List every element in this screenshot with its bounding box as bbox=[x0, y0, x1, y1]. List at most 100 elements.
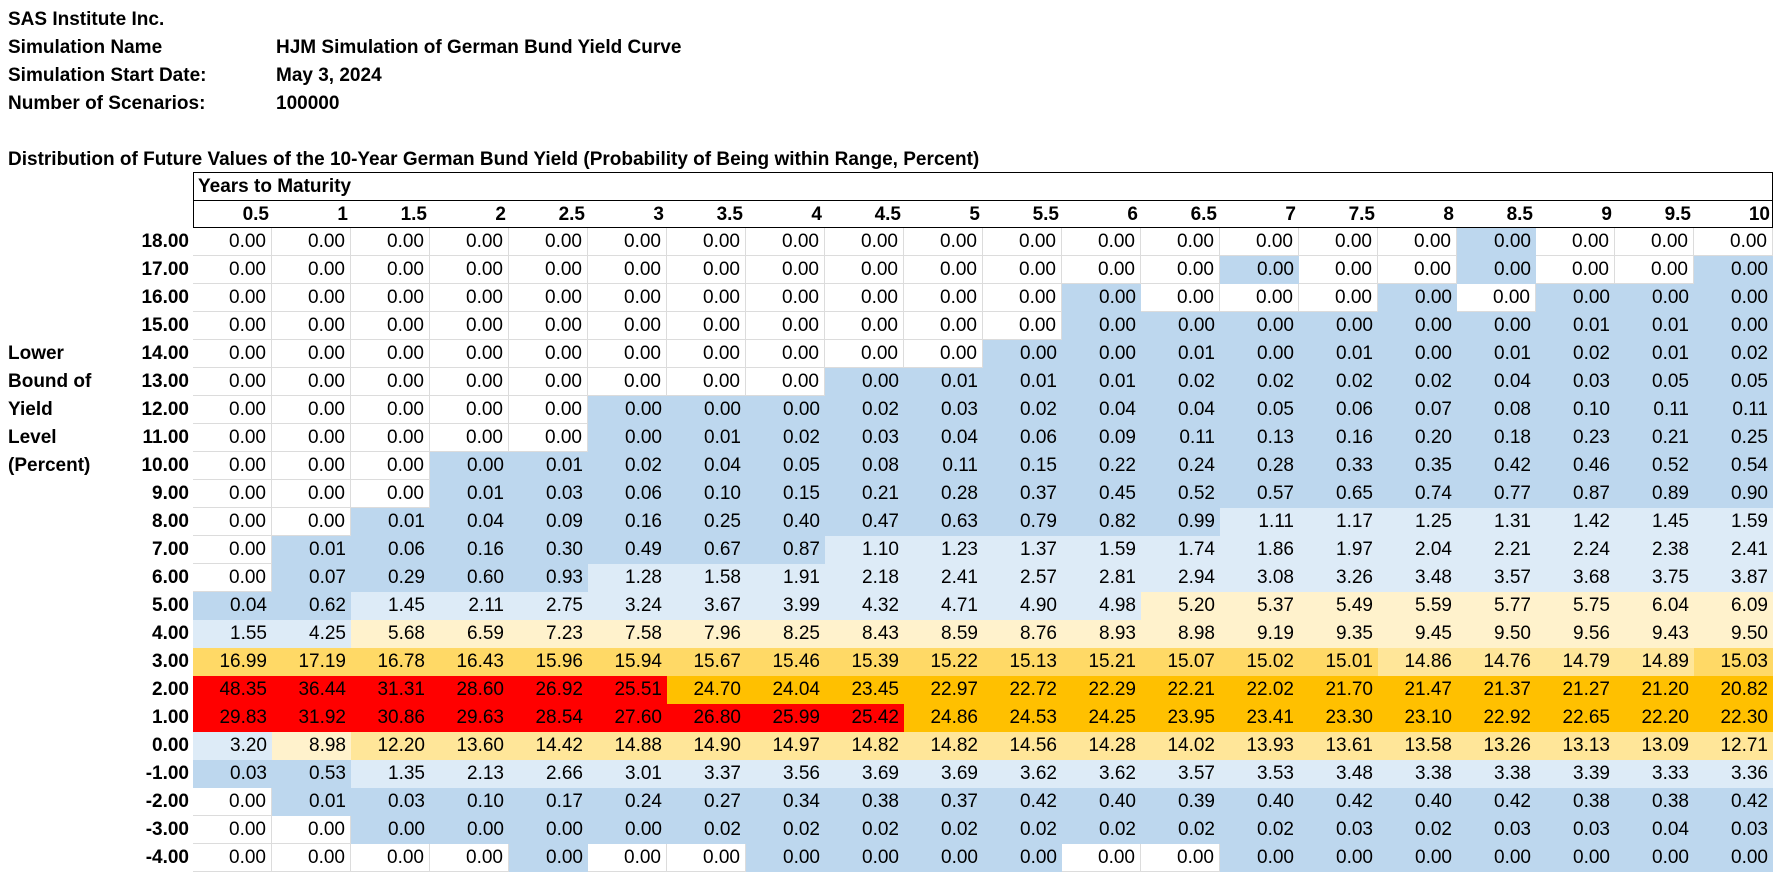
column-header: 4 bbox=[811, 204, 822, 225]
table-cell: 2.81 bbox=[1062, 564, 1141, 592]
row-label: -1.00 bbox=[145, 763, 189, 784]
table-cell: 0.16 bbox=[588, 508, 667, 536]
table-cell: 0.13 bbox=[1220, 424, 1299, 452]
table-cell: 0.00 bbox=[1615, 844, 1694, 872]
table-cell: 24.25 bbox=[1062, 704, 1141, 732]
table-cell: 0.00 bbox=[509, 340, 588, 368]
table-cell: 0.52 bbox=[1615, 452, 1694, 480]
table-cell: 0.04 bbox=[193, 592, 272, 620]
table-cell: 27.60 bbox=[588, 704, 667, 732]
table-cell: 4.32 bbox=[825, 592, 904, 620]
table-cell: 0.00 bbox=[1378, 228, 1457, 256]
field-label: Simulation Start Date: bbox=[8, 65, 207, 86]
table-cell: 0.00 bbox=[509, 424, 588, 452]
table-cell: 0.38 bbox=[825, 788, 904, 816]
table-cell: 15.01 bbox=[1299, 648, 1378, 676]
table-cell: 0.00 bbox=[1141, 844, 1220, 872]
table-cell: 23.95 bbox=[1141, 704, 1220, 732]
table-cell: 0.30 bbox=[509, 536, 588, 564]
table-cell: 24.53 bbox=[983, 704, 1062, 732]
table-cell: 1.59 bbox=[1062, 536, 1141, 564]
table-cell: 0.00 bbox=[272, 424, 351, 452]
table-cell: 0.00 bbox=[193, 368, 272, 396]
table-cell: 0.22 bbox=[1062, 452, 1141, 480]
table-cell: 0.00 bbox=[1062, 228, 1141, 256]
table-cell: 0.00 bbox=[272, 312, 351, 340]
table-cell: 0.79 bbox=[983, 508, 1062, 536]
field-value: May 3, 2024 bbox=[276, 65, 382, 86]
column-header: 8 bbox=[1443, 204, 1454, 225]
table-cell: 3.75 bbox=[1615, 564, 1694, 592]
table-cell: 0.00 bbox=[1299, 844, 1378, 872]
table-cell: 0.16 bbox=[430, 536, 509, 564]
table-cell: 0.00 bbox=[588, 816, 667, 844]
table-cell: 13.58 bbox=[1378, 732, 1457, 760]
table-cell: 0.00 bbox=[667, 844, 746, 872]
table-cell: 0.52 bbox=[1141, 480, 1220, 508]
table-cell: 0.02 bbox=[667, 816, 746, 844]
table-cell: 0.00 bbox=[588, 312, 667, 340]
table-cell: 0.00 bbox=[667, 368, 746, 396]
table-cell: 0.00 bbox=[1378, 312, 1457, 340]
table-cell: 1.74 bbox=[1141, 536, 1220, 564]
table-cell: 0.02 bbox=[1694, 340, 1773, 368]
table-cell: 0.00 bbox=[193, 508, 272, 536]
table-cell: 8.25 bbox=[746, 620, 825, 648]
table-cell: 0.77 bbox=[1457, 480, 1536, 508]
table-cell: 3.57 bbox=[1141, 760, 1220, 788]
table-cell: 1.97 bbox=[1299, 536, 1378, 564]
column-header: 5 bbox=[969, 204, 980, 225]
table-cell: 0.06 bbox=[588, 480, 667, 508]
table-cell: 0.00 bbox=[351, 368, 430, 396]
table-cell: 0.00 bbox=[746, 284, 825, 312]
table-cell: 28.60 bbox=[430, 676, 509, 704]
table-cell: 15.39 bbox=[825, 648, 904, 676]
column-header: 5.5 bbox=[1032, 204, 1059, 225]
table-cell: 24.86 bbox=[904, 704, 983, 732]
table-cell: 0.00 bbox=[904, 844, 983, 872]
table-cell: 0.00 bbox=[351, 424, 430, 452]
table-cell: 0.24 bbox=[588, 788, 667, 816]
table-cell: 3.38 bbox=[1378, 760, 1457, 788]
table-cell: 0.01 bbox=[1615, 312, 1694, 340]
table-cell: 0.11 bbox=[1615, 396, 1694, 424]
table-cell: 0.00 bbox=[825, 368, 904, 396]
table-cell: 7.23 bbox=[509, 620, 588, 648]
table-cell: 0.00 bbox=[1220, 228, 1299, 256]
table-cell: 0.04 bbox=[430, 508, 509, 536]
table-cell: 2.18 bbox=[825, 564, 904, 592]
table-cell: 14.28 bbox=[1062, 732, 1141, 760]
table-cell: 0.00 bbox=[430, 452, 509, 480]
table-cell: 0.00 bbox=[1536, 228, 1615, 256]
table-cell: 0.00 bbox=[1220, 340, 1299, 368]
table-cell: 0.74 bbox=[1378, 480, 1457, 508]
table-cell: 24.70 bbox=[667, 676, 746, 704]
table-cell: 0.00 bbox=[1536, 284, 1615, 312]
table-cell: 29.83 bbox=[193, 704, 272, 732]
column-header: 7.5 bbox=[1348, 204, 1375, 225]
table-cell: 0.08 bbox=[825, 452, 904, 480]
table-cell: 0.00 bbox=[746, 844, 825, 872]
table-cell: 0.09 bbox=[1062, 424, 1141, 452]
table-cell: 0.21 bbox=[825, 480, 904, 508]
row-label: 13.00 bbox=[141, 371, 189, 392]
table-cell: 3.01 bbox=[588, 760, 667, 788]
table-cell: 0.01 bbox=[430, 480, 509, 508]
table-cell: 0.28 bbox=[1220, 452, 1299, 480]
table-cell: 0.00 bbox=[825, 228, 904, 256]
table-cell: 0.01 bbox=[509, 452, 588, 480]
table-cell: 14.42 bbox=[509, 732, 588, 760]
table-cell: 9.50 bbox=[1694, 620, 1773, 648]
table-cell: 0.00 bbox=[1694, 228, 1773, 256]
table-cell: 2.38 bbox=[1615, 536, 1694, 564]
table-cell: 6.09 bbox=[1694, 592, 1773, 620]
row-label: 4.00 bbox=[152, 623, 189, 644]
table-cell: 0.03 bbox=[1457, 816, 1536, 844]
table-cell: 13.60 bbox=[430, 732, 509, 760]
table-cell: 0.37 bbox=[983, 480, 1062, 508]
table-cell: 0.34 bbox=[746, 788, 825, 816]
table-cell: 0.00 bbox=[193, 564, 272, 592]
header-divider bbox=[194, 200, 1772, 201]
table-cell: 0.00 bbox=[1615, 228, 1694, 256]
table-cell: 12.20 bbox=[351, 732, 430, 760]
